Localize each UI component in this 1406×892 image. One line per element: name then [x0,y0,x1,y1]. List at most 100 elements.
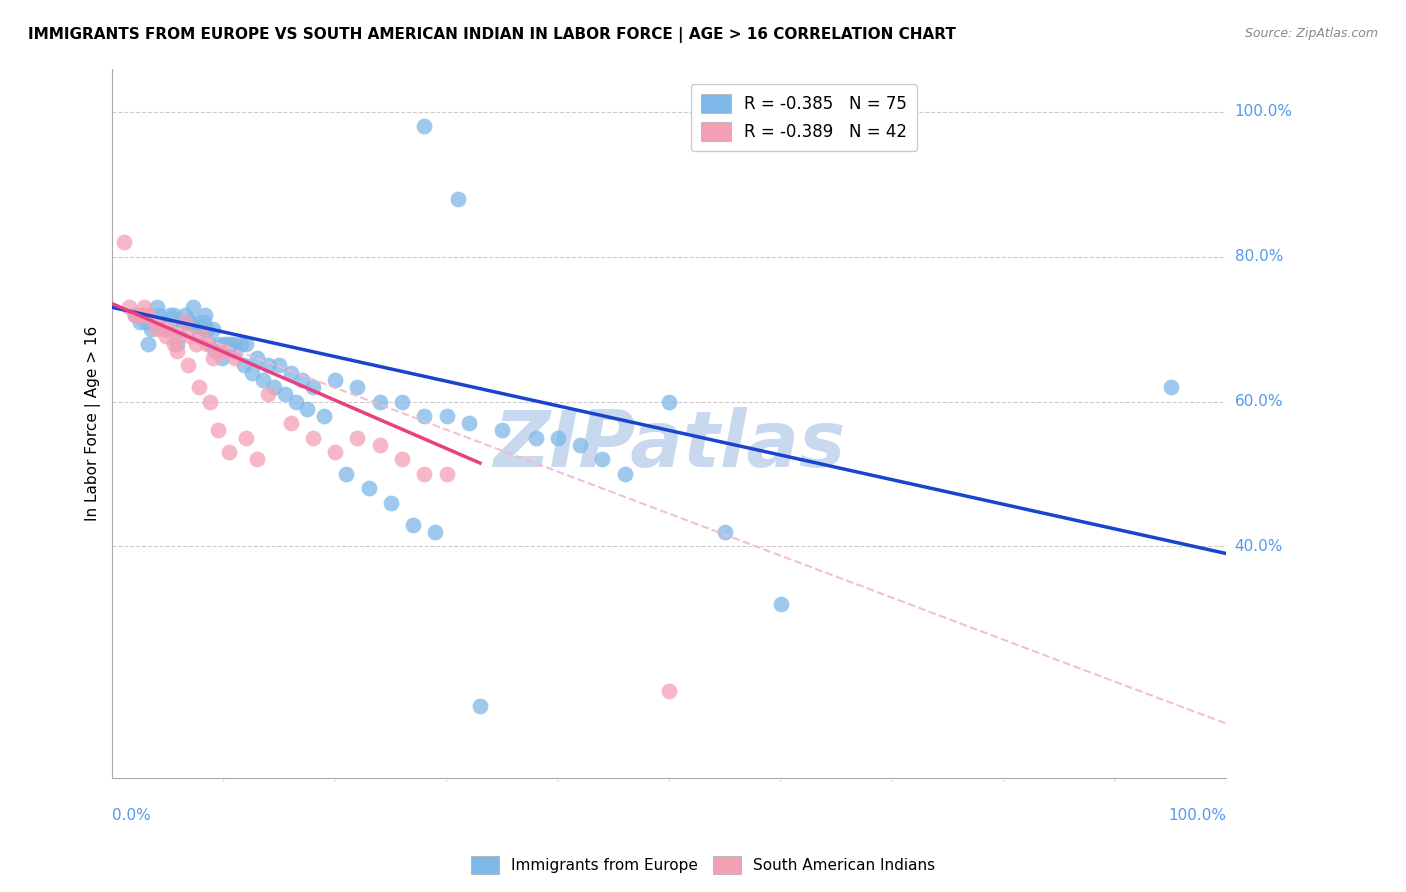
Point [235,336,257,351]
Point [312,409,335,423]
Point [524,431,547,445]
Point [129,315,152,329]
Point [212,343,235,358]
Point [252,373,274,387]
Point [152,322,174,336]
Point [166,343,188,358]
Point [468,698,491,713]
Point [224,343,246,358]
Point [285,394,308,409]
Text: 0.0%: 0.0% [112,808,152,823]
Point [167,329,190,343]
Point [263,380,285,394]
Point [413,409,436,423]
Point [457,416,479,430]
Point [212,336,235,351]
Point [155,322,177,336]
Point [714,524,737,539]
Point [177,315,200,329]
Point [323,445,346,459]
Point [218,336,240,351]
Point [136,336,159,351]
Point [155,329,177,343]
Point [357,482,380,496]
Point [391,394,413,409]
Point [1160,380,1182,394]
Point [157,322,180,336]
Text: 100.0%: 100.0% [1168,808,1226,823]
Point [323,373,346,387]
Point [141,322,163,336]
Point [346,431,368,445]
Point [190,329,212,343]
Point [246,351,269,365]
Text: 40.0%: 40.0% [1234,539,1282,554]
Point [592,452,614,467]
Point [188,380,211,394]
Point [200,336,222,351]
Text: 60.0%: 60.0% [1234,394,1284,409]
Point [163,336,186,351]
Point [302,431,325,445]
Point [447,192,470,206]
Point [391,452,413,467]
Point [222,336,245,351]
Text: IMMIGRANTS FROM EUROPE VS SOUTH AMERICAN INDIAN IN LABOR FORCE | AGE > 16 CORREL: IMMIGRANTS FROM EUROPE VS SOUTH AMERICAN… [28,27,956,43]
Point [297,401,319,416]
Point [201,351,224,365]
Point [179,329,201,343]
Point [269,359,291,373]
Point [152,315,174,329]
Point [163,308,186,322]
Point [132,301,155,315]
Legend: R = -0.385   N = 75, R = -0.389   N = 42: R = -0.385 N = 75, R = -0.389 N = 42 [690,84,917,151]
Point [173,315,195,329]
Point [195,336,218,351]
Point [229,336,252,351]
Point [425,524,447,539]
Legend: Immigrants from Europe, South American Indians: Immigrants from Europe, South American I… [465,850,941,880]
Point [246,452,269,467]
Point [211,351,233,365]
Point [380,496,402,510]
Point [177,359,200,373]
Point [181,301,204,315]
Point [170,322,193,336]
Text: Source: ZipAtlas.com: Source: ZipAtlas.com [1244,27,1378,40]
Point [291,373,314,387]
Point [118,301,141,315]
Point [184,322,207,336]
Point [129,308,152,322]
Point [124,308,146,322]
Point [658,684,681,698]
Point [224,351,246,365]
Point [280,416,302,430]
Point [201,322,224,336]
Point [569,438,592,452]
Point [436,467,458,481]
Point [257,387,280,401]
Y-axis label: In Labor Force | Age > 16: In Labor Force | Age > 16 [86,326,101,521]
Point [195,322,218,336]
Point [769,597,792,611]
Text: ZIPatlas: ZIPatlas [494,407,845,483]
Point [135,308,157,322]
Point [280,366,302,380]
Point [402,517,425,532]
Point [368,394,391,409]
Point [240,366,263,380]
Point [184,336,207,351]
Point [218,445,240,459]
Point [129,308,152,322]
Point [148,308,170,322]
Point [204,343,226,358]
Text: 80.0%: 80.0% [1234,249,1282,264]
Point [136,308,159,322]
Point [613,467,636,481]
Point [179,315,201,329]
Point [112,235,135,250]
Point [167,322,190,336]
Point [188,329,211,343]
Point [186,315,208,329]
Point [302,380,325,394]
